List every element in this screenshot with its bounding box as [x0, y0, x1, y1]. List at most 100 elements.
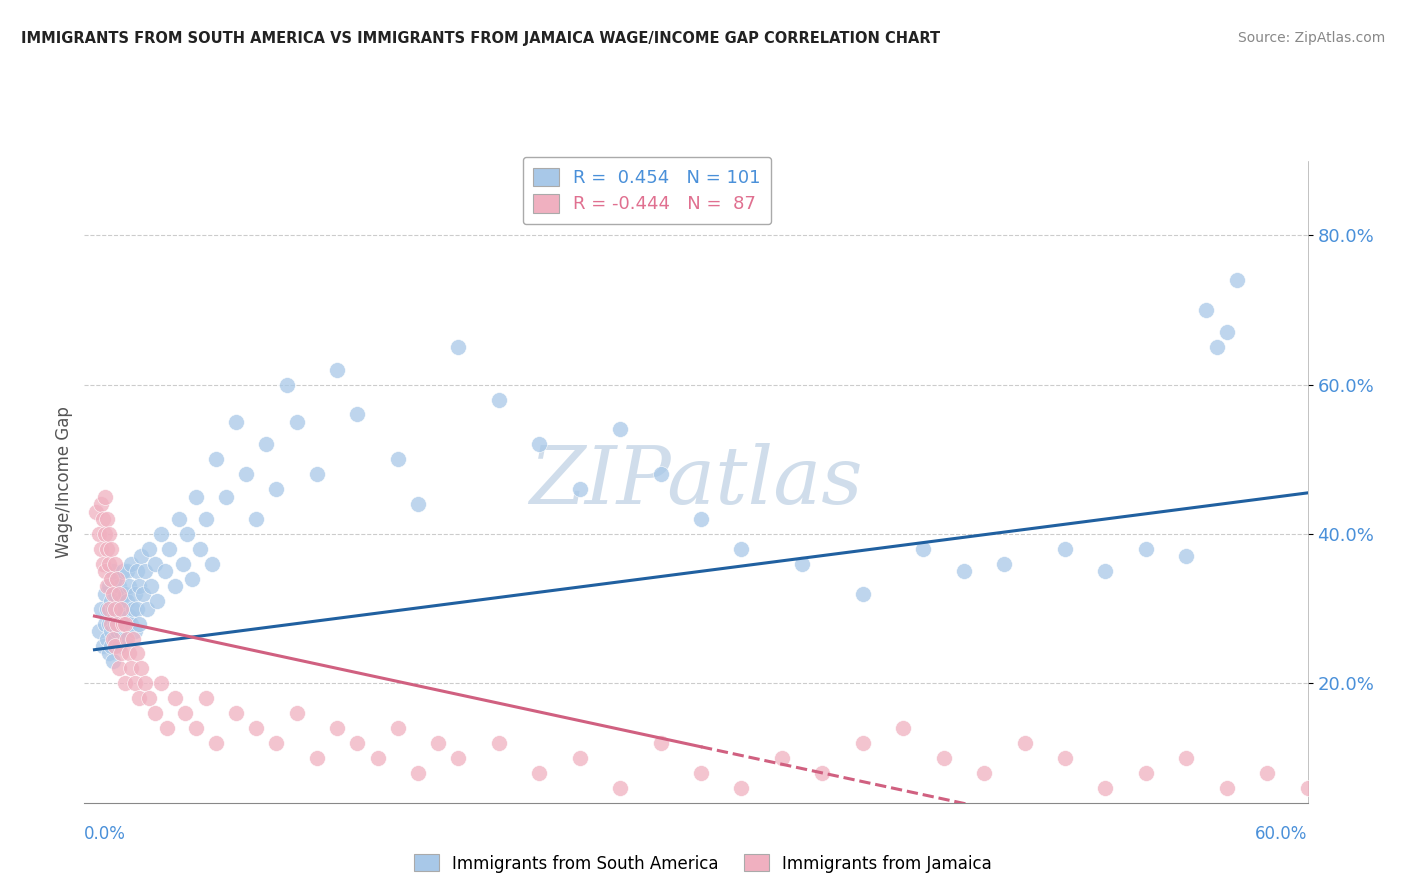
Point	[93, 587, 115, 601]
Point	[194, 512, 217, 526]
Point	[107, 661, 129, 675]
Text: IMMIGRANTS FROM SOUTH AMERICA VS IMMIGRANTS FROM JAMAICA WAGE/INCOME GAP CORRELA: IMMIGRANTS FROM SOUTH AMERICA VS IMMIGRA…	[21, 31, 941, 46]
Point	[245, 512, 267, 526]
Point	[285, 706, 308, 721]
Point	[115, 564, 138, 578]
Point	[111, 601, 134, 615]
Point	[114, 676, 136, 690]
Point	[326, 721, 349, 735]
Point	[118, 579, 141, 593]
Point	[96, 601, 118, 615]
Point	[96, 632, 118, 646]
Point	[770, 751, 793, 765]
Point	[97, 647, 120, 661]
Point	[1053, 751, 1076, 765]
Point	[1175, 549, 1198, 564]
Point	[101, 587, 124, 601]
Point	[138, 541, 160, 556]
Point	[235, 467, 257, 482]
Point	[110, 601, 132, 615]
Point	[104, 616, 127, 631]
Point	[1094, 780, 1116, 795]
Point	[118, 609, 141, 624]
Point	[114, 616, 136, 631]
Point	[150, 676, 173, 690]
Point	[120, 661, 142, 675]
Point	[96, 541, 118, 556]
Point	[346, 408, 368, 422]
Point	[90, 497, 112, 511]
Point	[132, 587, 155, 601]
Point	[529, 437, 551, 451]
Point	[129, 549, 152, 564]
Y-axis label: Wage/Income Gap: Wage/Income Gap	[55, 406, 73, 558]
Point	[90, 541, 112, 556]
Point	[150, 527, 173, 541]
Point	[105, 601, 128, 615]
Point	[201, 557, 224, 571]
Point	[101, 564, 124, 578]
Point	[932, 751, 955, 765]
Point	[912, 541, 935, 556]
Point	[97, 579, 120, 593]
Point	[124, 624, 146, 638]
Point	[650, 467, 672, 482]
Point	[110, 647, 132, 661]
Point	[97, 557, 120, 571]
Point	[387, 452, 409, 467]
Point	[125, 564, 148, 578]
Point	[93, 616, 115, 631]
Point	[155, 564, 177, 578]
Point	[100, 594, 122, 608]
Point	[107, 579, 129, 593]
Point	[90, 601, 112, 615]
Legend: Immigrants from South America, Immigrants from Jamaica: Immigrants from South America, Immigrant…	[408, 847, 998, 880]
Point	[1226, 273, 1249, 287]
Point	[115, 632, 138, 646]
Point	[891, 721, 914, 735]
Point	[204, 452, 226, 467]
Point	[105, 616, 128, 631]
Point	[87, 527, 110, 541]
Text: 0.0%: 0.0%	[84, 825, 127, 843]
Point	[138, 691, 160, 706]
Point	[1378, 780, 1400, 795]
Point	[104, 639, 127, 653]
Point	[93, 564, 115, 578]
Point	[427, 736, 450, 750]
Point	[125, 601, 148, 615]
Point	[143, 706, 166, 721]
Point	[1135, 541, 1157, 556]
Point	[488, 392, 510, 407]
Point	[104, 609, 127, 624]
Point	[690, 766, 713, 780]
Point	[266, 482, 288, 496]
Point	[973, 766, 995, 780]
Point	[104, 601, 127, 615]
Point	[91, 512, 114, 526]
Text: 60.0%: 60.0%	[1256, 825, 1308, 843]
Point	[139, 579, 162, 593]
Point	[97, 616, 120, 631]
Legend: R =  0.454   N = 101, R = -0.444   N =  87: R = 0.454 N = 101, R = -0.444 N = 87	[523, 157, 772, 224]
Point	[122, 601, 145, 615]
Point	[204, 736, 226, 750]
Point	[165, 691, 187, 706]
Point	[447, 751, 470, 765]
Point	[1215, 780, 1237, 795]
Point	[730, 780, 752, 795]
Point	[129, 661, 152, 675]
Point	[184, 490, 207, 504]
Point	[650, 736, 672, 750]
Point	[1215, 326, 1237, 340]
Point	[852, 587, 875, 601]
Point	[100, 572, 122, 586]
Point	[100, 624, 122, 638]
Point	[188, 541, 211, 556]
Point	[93, 527, 115, 541]
Point	[115, 594, 138, 608]
Point	[811, 766, 834, 780]
Point	[156, 721, 179, 735]
Point	[100, 616, 122, 631]
Point	[114, 616, 136, 631]
